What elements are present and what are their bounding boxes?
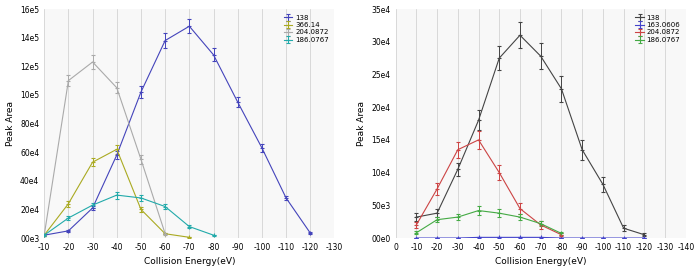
X-axis label: Collision Energy(eV): Collision Energy(eV) bbox=[144, 257, 235, 267]
X-axis label: Collision Energy(eV): Collision Energy(eV) bbox=[495, 257, 587, 267]
Y-axis label: Peak Area: Peak Area bbox=[6, 101, 15, 146]
Legend: 138, 366.14, 204.0872, 186.0767: 138, 366.14, 204.0872, 186.0767 bbox=[282, 13, 331, 45]
Y-axis label: Peak Area: Peak Area bbox=[357, 101, 366, 146]
Legend: 138, 163.0606, 204.0872, 186.0767: 138, 163.0606, 204.0872, 186.0767 bbox=[634, 13, 682, 45]
